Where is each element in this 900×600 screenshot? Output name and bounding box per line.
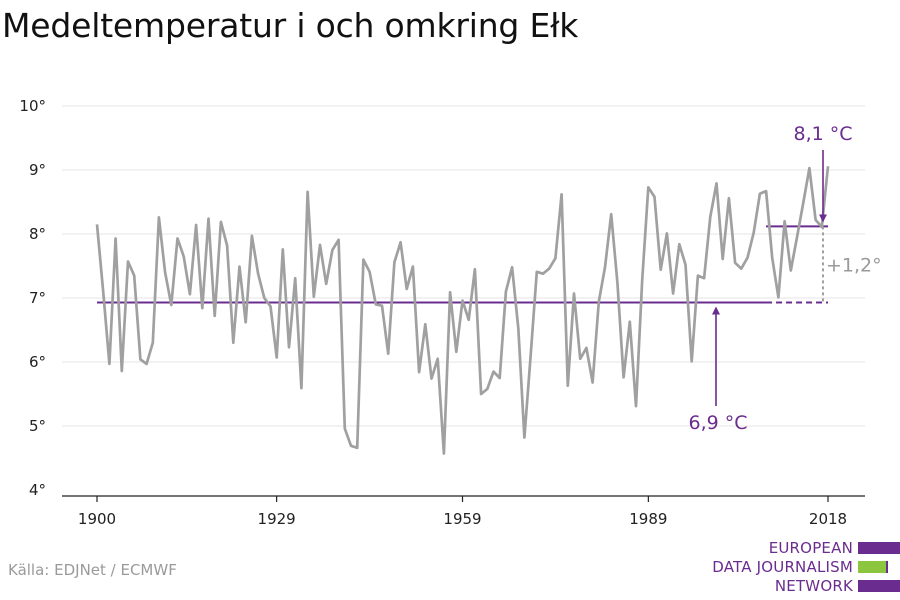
logo-bar-2 — [858, 561, 900, 573]
series-line — [95, 166, 830, 455]
y-tick-label: 10° — [19, 97, 46, 115]
y-tick-label: 5° — [29, 417, 46, 435]
logo-bar-1 — [858, 542, 900, 554]
reference-lines — [97, 225, 828, 304]
x-tick-label: 1959 — [443, 510, 481, 528]
annotations: 6,9 °C 8,1 °C +1,2° — [688, 123, 881, 434]
logo-line-2: DATA JOURNALISM — [712, 558, 853, 576]
y-tick-label: 9° — [29, 161, 46, 179]
y-tick-label: 8° — [29, 225, 46, 243]
y-tick-label: 4° — [29, 481, 46, 499]
x-tick-label: 1929 — [258, 510, 296, 528]
x-axis-ticks: 1900 1929 1959 1989 2018 — [78, 496, 847, 528]
y-axis-ticks: 4° 5° 6° 7° 8° 9° 10° — [19, 97, 46, 499]
logo-line-1: EUROPEAN — [768, 539, 853, 557]
y-tick-label: 7° — [29, 289, 46, 307]
annotation-difference-label: +1,2° — [826, 254, 882, 276]
annotation-baseline-label: 6,9 °C — [688, 412, 747, 434]
annotation-recent-label: 8,1 °C — [793, 123, 852, 145]
source-note: Källa: EDJNet / ECMWF — [8, 561, 177, 579]
x-tick-label: 2018 — [809, 510, 847, 528]
y-tick-label: 6° — [29, 353, 46, 371]
edjnet-logo: EUROPEAN DATA JOURNALISM NETWORK — [700, 539, 900, 595]
chart-title: Medeltemperatur i och omkring Ełk — [2, 6, 579, 45]
grid-lines — [62, 105, 865, 427]
x-tick-label: 1900 — [78, 510, 116, 528]
logo-line-3: NETWORK — [774, 577, 853, 595]
logo-bar-3 — [858, 580, 900, 592]
x-tick-label: 1989 — [629, 510, 667, 528]
